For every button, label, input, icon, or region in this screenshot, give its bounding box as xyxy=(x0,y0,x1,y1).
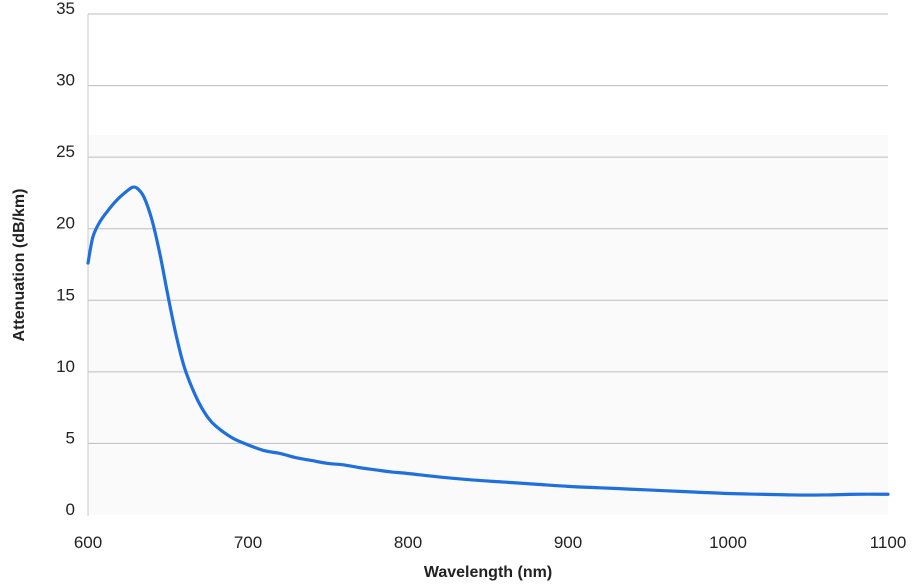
x-tick-label-600: 600 xyxy=(74,533,102,552)
y-tick-label-10: 10 xyxy=(56,357,75,376)
x-tick-label-1100: 1100 xyxy=(870,533,907,552)
x-axis-title: Wavelength (nm) xyxy=(424,564,552,581)
series-line xyxy=(86,185,890,497)
grid-lines xyxy=(88,13,888,444)
y-axis-title: Attenuation (dB/km) xyxy=(11,189,28,342)
y-tick-label-35: 35 xyxy=(56,0,75,18)
y-tick-label-30: 30 xyxy=(56,71,75,90)
plot-background xyxy=(88,135,888,515)
x-tick-label-800: 800 xyxy=(394,533,422,552)
y-tick-label-20: 20 xyxy=(56,214,75,233)
x-tick-labels: 600 700 800 900 1000 1100 xyxy=(74,533,906,552)
x-tick-label-900: 900 xyxy=(554,533,582,552)
x-tick-label-1000: 1000 xyxy=(709,533,747,552)
y-tick-labels: 0 5 10 15 20 25 30 35 xyxy=(56,0,75,519)
y-tick-label-5: 5 xyxy=(66,428,75,447)
y-tick-label-15: 15 xyxy=(56,285,75,304)
y-tick-label-25: 25 xyxy=(56,142,75,161)
y-tick-label-0: 0 xyxy=(66,500,75,519)
x-tick-label-700: 700 xyxy=(234,533,262,552)
